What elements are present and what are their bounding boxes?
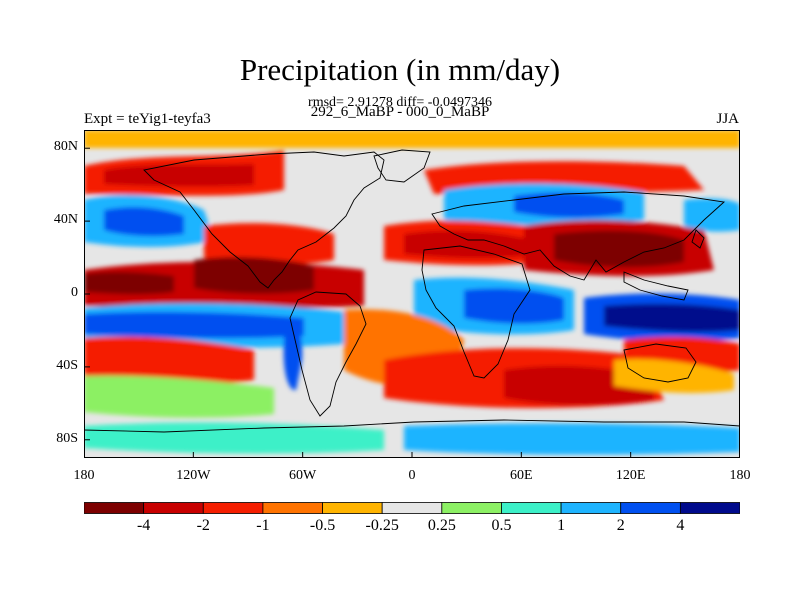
lon-label: 120W: [176, 468, 211, 483]
precipitation-map: [84, 130, 740, 458]
colorbar-label: 2: [616, 517, 625, 534]
colorbar-label: 0.25: [427, 517, 456, 534]
colorbar-label: -0.25: [365, 517, 399, 534]
colorbar-swatch: [143, 502, 204, 514]
experiment-label: Expt = teYig1-teyfa3: [84, 111, 211, 127]
lon-label: 60W: [289, 468, 317, 483]
colorbar-swatch: [84, 502, 145, 514]
colorbar-label: -1: [256, 517, 270, 534]
colorbar-label: 0.5: [491, 517, 512, 534]
colorbar-swatch: [620, 502, 681, 514]
lat-label: 0: [71, 285, 78, 300]
plot-title: Precipitation (in mm/day): [239, 52, 561, 87]
season-label: JJA: [716, 111, 739, 127]
lat-label: 40S: [56, 357, 78, 373]
colorbar-swatch: [262, 502, 323, 514]
lon-label: 180: [729, 468, 751, 483]
precipitation-field: [84, 130, 740, 458]
lat-label: 40N: [53, 212, 78, 228]
lon-label: 0: [408, 468, 416, 483]
lon-label: 60E: [510, 468, 533, 483]
colorbar-label: -4: [136, 517, 151, 534]
colorbar-swatch: [501, 502, 562, 514]
colorbar-swatch: [441, 502, 502, 514]
colorbar-swatch: [202, 502, 264, 514]
colorbar: [84, 502, 740, 514]
lon-label: 180: [73, 468, 95, 483]
colorbar-label: 1: [557, 517, 566, 534]
periods-subtitle: 292_6_MaBP - 000_0_MaBP: [310, 104, 490, 120]
colorbar-swatch: [679, 502, 740, 514]
axis-ticks: [84, 147, 740, 458]
colorbar-swatch: [560, 502, 622, 514]
colorbar-label: 4: [676, 517, 685, 534]
lat-label: 80N: [53, 139, 78, 155]
stats-subtitle: rmsd= 2.91278 diff= -0.0497346: [308, 95, 492, 110]
coastlines: [84, 149, 740, 433]
lat-label: 80S: [56, 430, 78, 446]
lon-label: 120E: [615, 468, 646, 483]
colorbar-label: -2: [196, 517, 210, 534]
colorbar-swatch: [322, 502, 383, 514]
colorbar-label: -0.5: [309, 517, 336, 534]
colorbar-swatch: [381, 502, 443, 514]
